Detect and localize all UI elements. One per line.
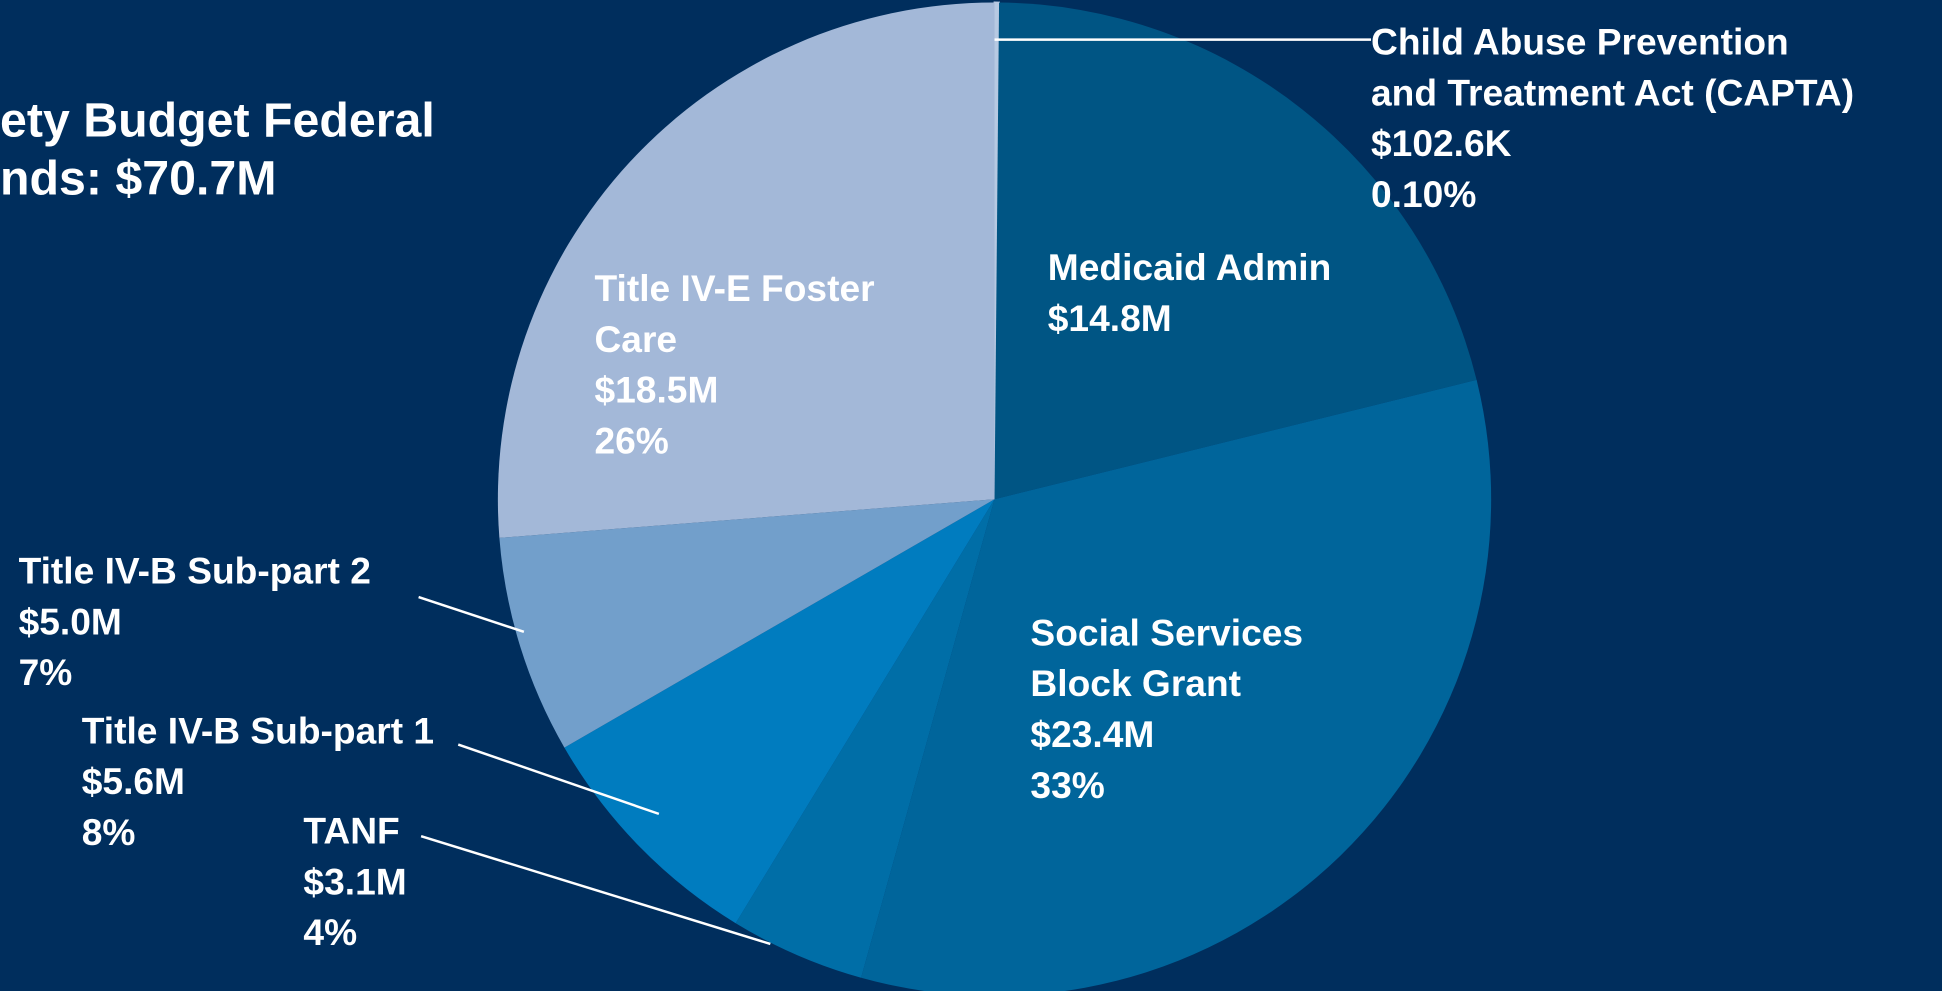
slice-label: Social Services Block Grant $23.4M 33% <box>1030 608 1303 811</box>
percent-label: 0.10% <box>1371 174 1477 216</box>
pie-slice <box>564 499 995 924</box>
category: Medicaid Admin <box>1047 247 1332 289</box>
pie-slice <box>994 2 1477 500</box>
category: TANF <box>303 811 400 853</box>
chart-title: ety Budget Federal nds: $70.7M <box>0 92 435 208</box>
title-line: nds: $70.7M <box>0 152 277 206</box>
category: Title IV-B Sub-part 2 <box>18 551 371 593</box>
slice-label: TANF $3.1M 4% <box>303 806 406 958</box>
category: Title IV-E Foster Care <box>594 268 875 361</box>
pie-slice <box>735 499 995 978</box>
leader-line <box>418 595 525 633</box>
slice-label: Title IV-E Foster Care $18.5M 26% <box>594 264 874 467</box>
value-label: $23.4M <box>1030 714 1155 756</box>
leader-line <box>420 835 771 946</box>
value-label: $5.0M <box>18 602 122 643</box>
percent-label: 33% <box>1030 765 1105 807</box>
slice-label: Title IV-B Sub-part 1 $5.6M 8% <box>82 706 434 858</box>
percent-label: 26% <box>594 421 669 463</box>
slice-label: Medicaid Admin $14.8M <box>1048 243 1332 345</box>
category: Child Abuse Prevention and Treatment Act… <box>1371 22 1855 114</box>
slices <box>497 1 1492 991</box>
pie-slice <box>861 379 1492 991</box>
value-label: $3.1M <box>303 862 407 904</box>
pie-slice <box>993 1 1000 500</box>
percent-label: 8% <box>81 812 136 854</box>
value-label: $18.5M <box>594 370 719 412</box>
category: Social Services Block Grant <box>1030 613 1304 705</box>
pie-slice <box>497 2 995 538</box>
value-label: $14.8M <box>1047 298 1172 340</box>
percent-label: 4% <box>303 912 358 954</box>
pie-slice <box>499 499 995 748</box>
leader-line <box>457 743 660 816</box>
category: Title IV-B Sub-part 1 <box>81 711 435 752</box>
value-label: $102.6K <box>1371 123 1512 165</box>
title-line: ety Budget Federal <box>0 94 435 148</box>
percent-label: 7% <box>18 652 73 694</box>
slice-label: Title IV-B Sub-part 2 $5.0M 7% <box>19 546 371 698</box>
value-label: $5.6M <box>81 761 186 803</box>
slice-label: Child Abuse Prevention and Treatment Act… <box>1371 17 1854 220</box>
